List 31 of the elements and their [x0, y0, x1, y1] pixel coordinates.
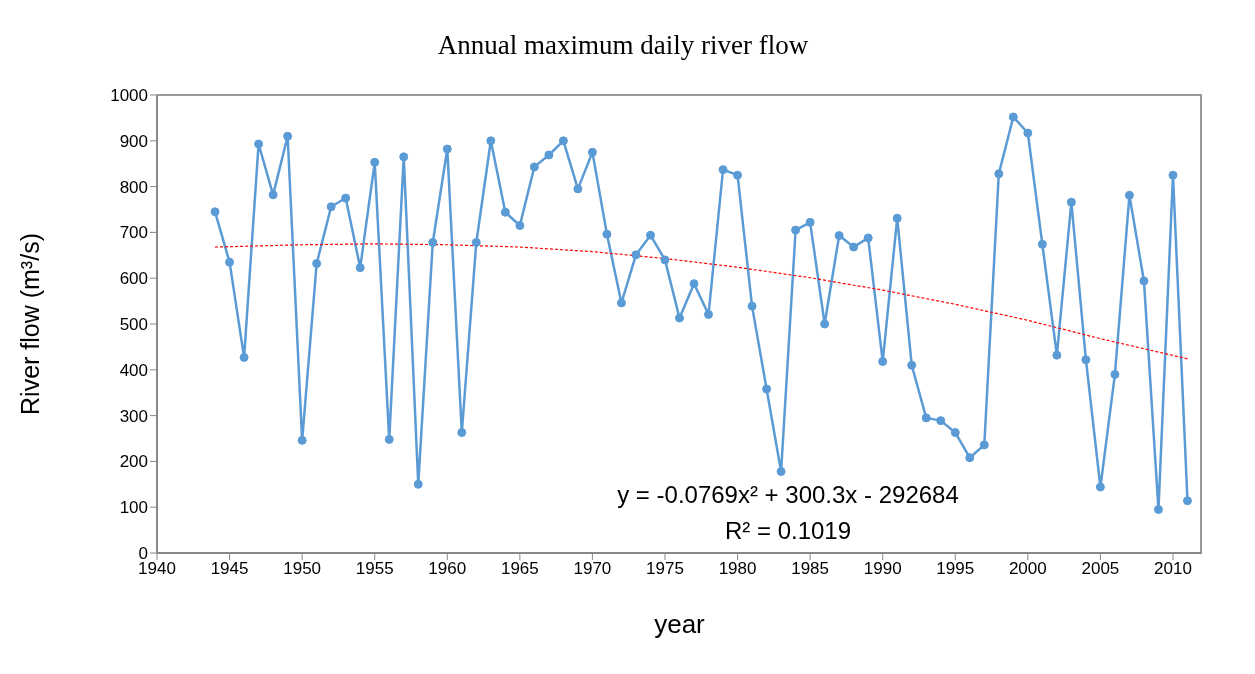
x-tick-label: 2005	[1081, 559, 1120, 579]
y-tick-label: 1000	[110, 86, 148, 106]
x-tick-label: 1970	[573, 559, 612, 579]
x-tick-label: 1955	[355, 559, 394, 579]
y-tick-label: 100	[119, 498, 148, 518]
y-tick-label: 200	[119, 452, 148, 472]
annotation: R² = 0.1019	[723, 517, 853, 545]
x-tick-label: 1990	[863, 559, 902, 579]
x-tick-label: 1965	[500, 559, 539, 579]
y-tick-label: 400	[119, 360, 148, 380]
x-tick-label: 1960	[428, 559, 467, 579]
line-series	[214, 243, 1189, 360]
x-axis-title: year	[654, 609, 706, 639]
chart-title: Annual maximum daily river flow	[436, 30, 810, 61]
x-tick-label: 1940	[138, 559, 176, 579]
x-tick-label: 1950	[283, 559, 322, 579]
y-tick-label: 800	[119, 177, 148, 197]
x-tick-label: 2000	[1008, 559, 1047, 579]
x-tick-label: 1945	[210, 559, 249, 579]
y-tick-label: 300	[119, 406, 148, 426]
y-tick-label: 700	[119, 223, 148, 243]
x-tick-label: 1975	[646, 559, 684, 579]
x-tick-label: 2010	[1154, 559, 1192, 579]
y-tick-label: 600	[119, 269, 148, 289]
annotation: y = -0.0769x² + 300.3x - 292684	[616, 481, 960, 509]
y-axis-title: River flow (m³/s)	[15, 233, 44, 415]
x-tick-label: 1995	[936, 559, 975, 579]
x-tick-label: 1980	[718, 559, 757, 579]
y-tick-label: 500	[119, 315, 148, 335]
x-tick-label: 1985	[791, 559, 830, 579]
y-tick-label: 900	[119, 131, 148, 151]
